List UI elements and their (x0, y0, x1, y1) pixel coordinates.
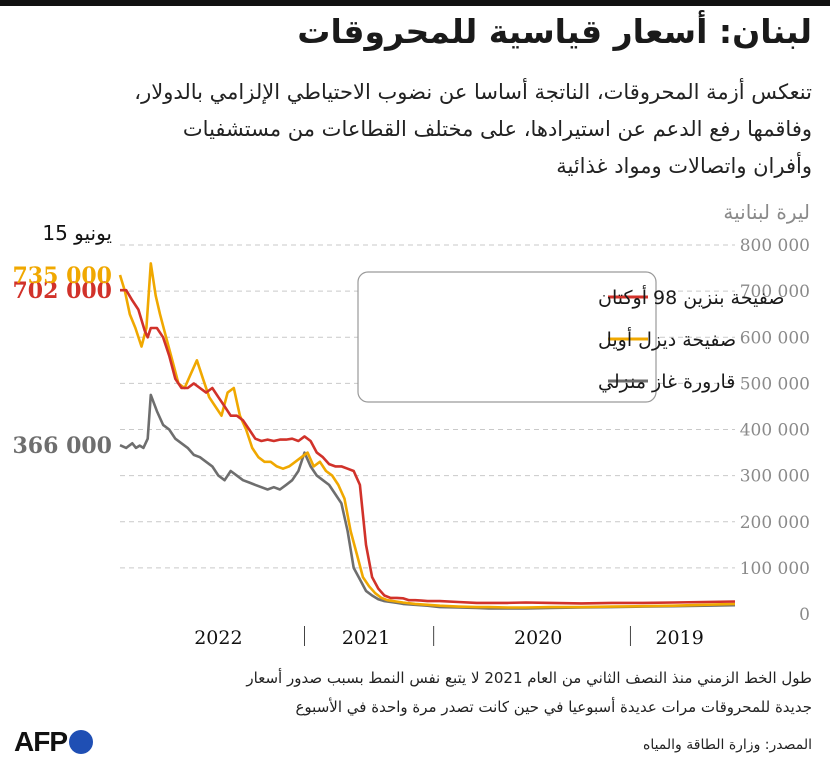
end-value-label: 702 000 (12, 278, 112, 304)
x-tick-label: 2022 (194, 627, 242, 649)
legend-label-diesel: صفيحة ديزل أويل (598, 327, 736, 351)
x-tick-label: 2021 (342, 627, 390, 649)
afp-logo-text: AFP (14, 726, 68, 757)
y-tick-label: 700 000 (740, 282, 810, 302)
x-tick-label: 2020 (514, 627, 562, 649)
legend-label-gasoline: صفيحة بنزين 98 أوكتان (598, 285, 784, 309)
series-line-gas (119, 393, 736, 610)
subtitle-line: وفاقمها رفع الدعم عن استيرادها، على مختل… (182, 117, 812, 141)
subtitle-line: تنعكس أزمة المحروقات، الناتجة أساسا عن ن… (134, 80, 812, 104)
legend-box (357, 271, 657, 403)
y-tick-label: 0 (799, 605, 810, 625)
y-tick-label: 500 000 (740, 374, 810, 394)
legend-label-gas: قارورة غاز منزلي (598, 371, 735, 393)
footnote-line: جديدة للمحروقات مرات عديدة أسبوعيا في حي… (295, 698, 812, 716)
subtitle-line: وأفران واتصالات ومواد غذائية (556, 154, 812, 178)
legend: صفيحة بنزين 98 أوكتان صفيحة ديزل أويل قارو… (357, 271, 784, 403)
y-axis-unit-label: ليرة لبنانية (723, 200, 810, 224)
series-lines (118, 262, 736, 610)
y-tick-label: 400 000 (740, 421, 810, 441)
y-tick-label: 300 000 (740, 467, 810, 487)
chart-title: لبنان: أسعار قياسية للمحروقات (297, 12, 812, 51)
footnote-line: طول الخط الزمني منذ النصف الثاني من العا… (246, 669, 812, 687)
y-tick-label: 800 000 (740, 236, 810, 256)
x-tick-label: 2019 (655, 627, 703, 649)
chart-subtitle: تنعكس أزمة المحروقات، الناتجة أساسا عن ن… (12, 74, 812, 185)
y-tick-label: 100 000 (740, 559, 810, 579)
year-separators (304, 626, 631, 646)
y-tick-label: 600 000 (740, 328, 810, 348)
line-chart: 0 100 000 200 000 300 000 400 000 500 000 600 … (12, 221, 810, 649)
series-line-diesel (118, 262, 736, 609)
top-rule (0, 0, 830, 6)
afp-logo: AFP (14, 726, 93, 758)
footnote: طول الخط الزمني منذ النصف الثاني من العا… (12, 664, 812, 722)
y-tick-label: 200 000 (740, 513, 810, 533)
latest-date-label: 15 يونيو (42, 221, 112, 245)
afp-logo-dot-icon (69, 730, 93, 754)
end-value-label: 735 000 (12, 263, 112, 289)
axis-ticks: 2022 2021 2020 2019 (194, 627, 704, 649)
series-line-gasoline (120, 288, 736, 605)
source-note: المصدر: وزارة الطاقة والمياه (642, 737, 812, 753)
end-value-label: 366 000 (12, 433, 112, 459)
